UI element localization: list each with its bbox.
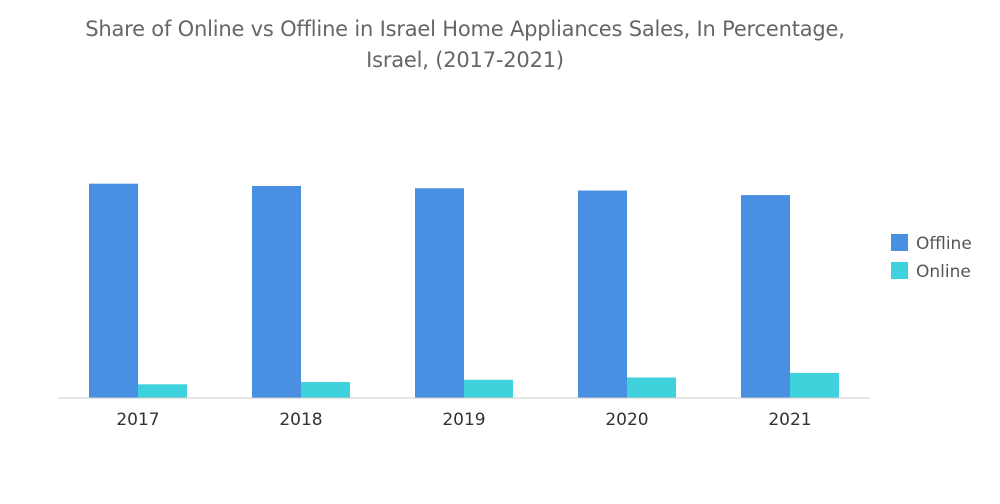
legend-label-offline: Offline (916, 234, 972, 254)
bar-offline-2019 (415, 188, 464, 398)
bar-offline-2021 (741, 195, 790, 398)
x-tick-labels: 2017 2018 2019 2020 2021 (116, 410, 811, 430)
bar-online-2017 (138, 384, 187, 398)
chart-title-line-2: Israel, (2017-2021) (366, 48, 564, 72)
bar-online-2020 (627, 377, 676, 398)
bar-online-2021 (790, 372, 839, 398)
bars-group (89, 183, 839, 398)
chart-title-line-1: Share of Online vs Offline in Israel Hom… (85, 17, 845, 41)
x-tick-label-2018: 2018 (279, 410, 322, 430)
legend: Offline Online (891, 234, 972, 282)
x-tick-label-2021: 2021 (768, 410, 811, 430)
legend-swatch-online (891, 262, 908, 279)
bar-offline-2020 (578, 190, 627, 398)
bar-offline-2018 (252, 185, 301, 398)
x-tick-label-2017: 2017 (116, 410, 159, 430)
bar-online-2018 (301, 382, 350, 398)
x-tick-label-2020: 2020 (605, 410, 648, 430)
bar-offline-2017 (89, 183, 138, 398)
chart-title: Share of Online vs Offline in Israel Hom… (0, 14, 930, 76)
bar-online-2019 (464, 379, 513, 398)
legend-swatch-offline (891, 234, 908, 251)
x-tick-label-2019: 2019 (442, 410, 485, 430)
legend-label-online: Online (916, 262, 971, 282)
